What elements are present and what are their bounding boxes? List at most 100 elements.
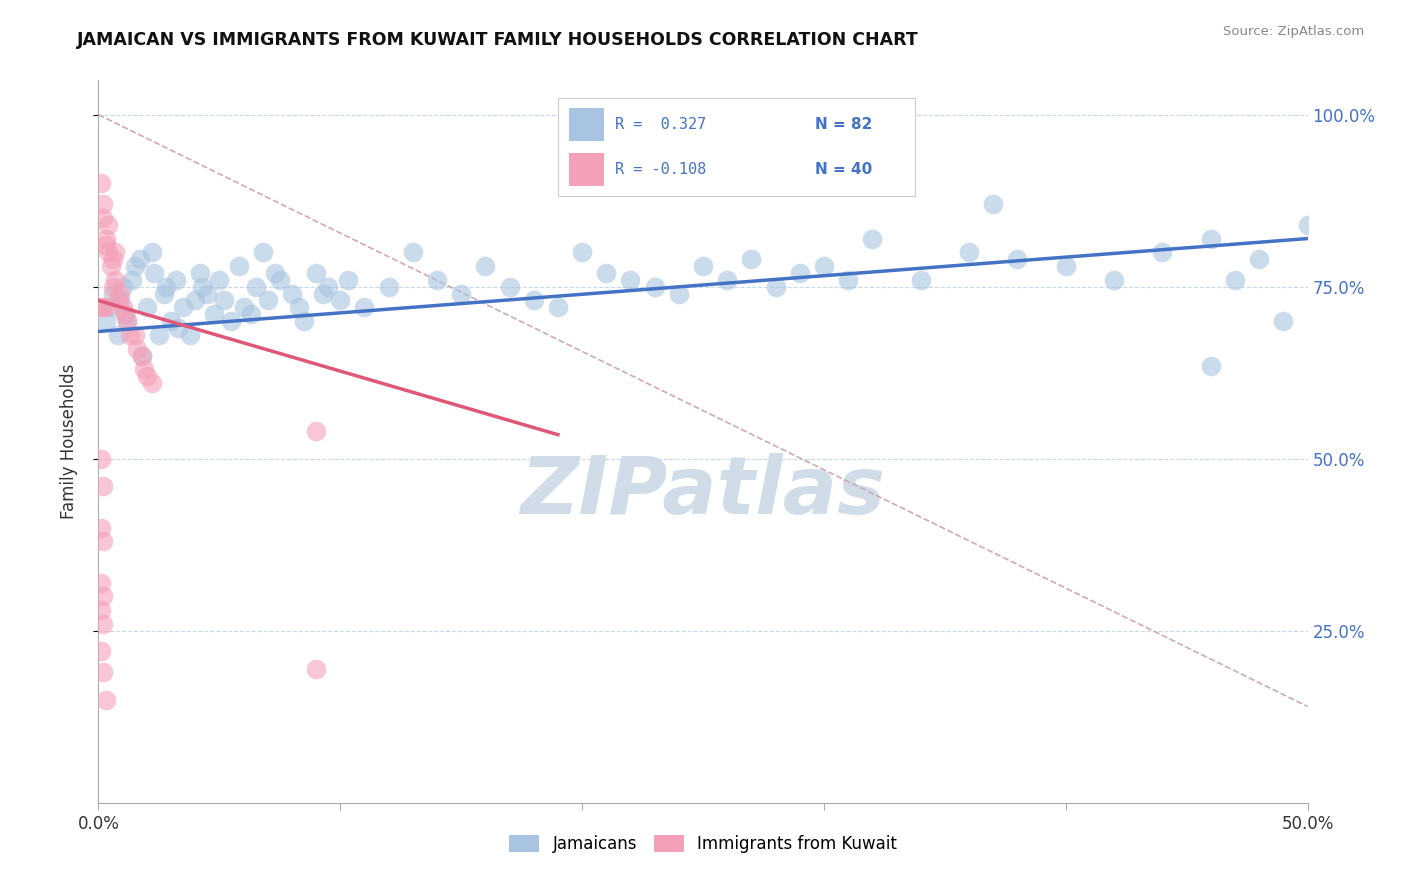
Point (474, 259, 496, 273)
Point (668, 286, 690, 301)
Point (1249, 252, 1271, 267)
Point (141, 376, 163, 390)
Point (644, 279, 666, 293)
Point (143, 266, 166, 280)
Point (94, 231, 117, 245)
Point (1272, 314, 1295, 328)
Point (94, 238, 117, 252)
Point (204, 307, 226, 321)
Point (135, 301, 157, 315)
Point (121, 273, 143, 287)
Point (90, 301, 112, 315)
Point (97, 218, 120, 232)
Point (305, 662, 328, 676)
Point (107, 293, 129, 308)
Point (90, 451, 112, 466)
Point (134, 362, 156, 376)
Point (127, 342, 149, 356)
Point (281, 286, 304, 301)
Point (172, 301, 194, 315)
Point (981, 197, 1004, 211)
Point (108, 286, 131, 301)
Point (90, 177, 112, 191)
Point (228, 259, 250, 273)
Point (523, 293, 546, 308)
Point (595, 266, 617, 280)
Point (124, 327, 146, 342)
Point (107, 327, 129, 342)
Point (91, 616, 114, 631)
Point (765, 279, 787, 293)
Point (101, 279, 124, 293)
Point (716, 273, 738, 287)
Point (252, 245, 274, 260)
Point (104, 245, 127, 260)
Point (292, 314, 315, 328)
Point (860, 231, 883, 245)
Point (1054, 259, 1077, 273)
Point (101, 286, 124, 301)
Point (191, 279, 214, 293)
Point (239, 307, 262, 321)
Point (179, 327, 201, 342)
Text: ZIPatlas: ZIPatlas (520, 453, 886, 531)
Point (353, 301, 375, 315)
Point (1296, 218, 1319, 232)
Point (91, 590, 114, 604)
Point (128, 252, 150, 267)
Point (91, 665, 114, 679)
Point (740, 252, 762, 267)
Point (131, 349, 153, 363)
Point (91, 211, 114, 225)
Point (114, 307, 136, 321)
Point (1199, 231, 1222, 245)
Point (426, 273, 449, 287)
Point (165, 273, 187, 287)
Point (450, 286, 472, 301)
Point (91, 197, 114, 211)
Point (208, 273, 231, 287)
Point (135, 369, 157, 384)
Point (91, 301, 114, 315)
Point (90, 644, 112, 658)
Point (101, 252, 124, 267)
Text: Source: ZipAtlas.com: Source: ZipAtlas.com (1223, 25, 1364, 38)
Point (1102, 273, 1125, 287)
Point (498, 279, 520, 293)
Point (957, 245, 980, 260)
Point (104, 273, 127, 287)
Point (111, 301, 134, 315)
Point (402, 245, 425, 260)
Point (305, 266, 328, 280)
Point (288, 301, 311, 315)
Point (1007, 252, 1029, 267)
Point (1152, 245, 1174, 260)
Point (188, 266, 211, 280)
Text: JAMAICAN VS IMMIGRANTS FROM KUWAIT FAMILY HOUSEHOLDS CORRELATION CHART: JAMAICAN VS IMMIGRANTS FROM KUWAIT FAMIL… (77, 31, 920, 49)
Point (232, 301, 254, 315)
Point (131, 349, 153, 363)
Point (547, 301, 569, 315)
Point (316, 279, 339, 293)
Point (100, 301, 122, 315)
Point (124, 259, 146, 273)
Point (195, 286, 218, 301)
Point (148, 327, 170, 342)
Point (221, 314, 243, 328)
Point (97, 245, 120, 260)
Point (152, 286, 174, 301)
Point (377, 279, 399, 293)
Point (789, 266, 811, 280)
Point (160, 314, 183, 328)
Point (571, 245, 593, 260)
Point (212, 293, 235, 308)
Point (910, 273, 932, 287)
Point (111, 279, 134, 293)
Point (117, 314, 139, 328)
Point (108, 293, 131, 308)
Point (837, 273, 859, 287)
Point (256, 293, 278, 308)
Point (91, 479, 114, 493)
Point (336, 273, 359, 287)
Point (312, 286, 335, 301)
